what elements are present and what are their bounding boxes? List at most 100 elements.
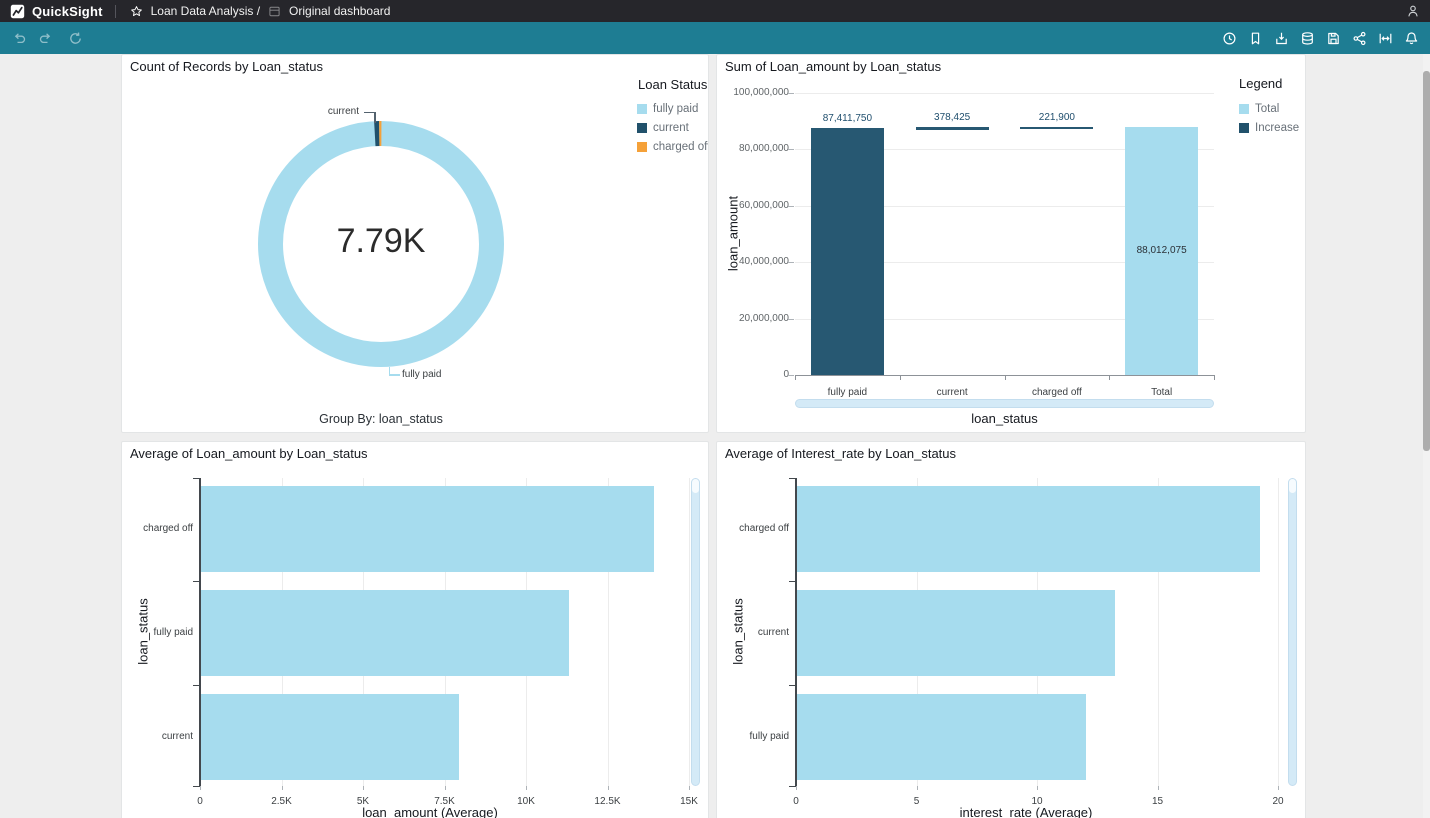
x-axis-tick-label: 10 — [1031, 796, 1043, 807]
x-axis-tick — [796, 786, 797, 790]
gridline — [795, 93, 1214, 94]
vertical-scrollbar-thumb[interactable] — [692, 479, 699, 493]
x-axis-tick — [1278, 786, 1279, 790]
y-axis-tick — [788, 93, 794, 94]
y-axis-category-label: fully paid — [153, 627, 193, 638]
y-axis-tick — [193, 581, 200, 582]
bar-charged-off[interactable] — [201, 486, 655, 572]
callout-line-fully-paid-drop — [388, 367, 390, 375]
legend-item-total[interactable]: Total — [1239, 103, 1279, 115]
visual-average-interest-rate: Average of Interest_rate by Loan_status … — [716, 441, 1306, 818]
bar-fully-paid[interactable] — [201, 590, 570, 676]
favorite-star-icon[interactable] — [130, 5, 143, 18]
dataset-icon[interactable] — [1298, 29, 1316, 47]
y-axis-tick — [788, 149, 794, 151]
x-axis-tick — [899, 375, 901, 380]
redo-icon[interactable] — [36, 29, 54, 47]
breadcrumb-dashboard[interactable]: Original dashboard — [289, 4, 391, 18]
y-axis-tick-label: 100,000,000 — [733, 87, 789, 98]
legend-item-increase[interactable]: Increase — [1239, 122, 1299, 134]
legend-swatch — [637, 123, 647, 133]
x-axis-tick-label: 20 — [1272, 796, 1284, 807]
top-navbar: QuickSight Loan Data Analysis / Original… — [0, 0, 1430, 22]
fit-width-icon[interactable] — [1376, 29, 1394, 47]
quicksight-logo-icon[interactable] — [10, 4, 25, 19]
navbar-divider — [114, 4, 116, 18]
y-axis-tick-label: 60,000,000 — [738, 199, 789, 211]
y-axis-category-label: current — [161, 731, 193, 742]
x-axis-tick-label: 12.5K — [594, 796, 621, 807]
chart-title: Average of Loan_amount by Loan_status — [130, 446, 368, 461]
legend-item-current[interactable]: current — [637, 122, 689, 134]
waterfall-bar-Total[interactable] — [1125, 126, 1199, 375]
x-axis-title: interest_rate (Average) — [959, 805, 1093, 818]
visual-sum-of-loan-amount: Sum of Loan_amount by Loan_status loan_a… — [716, 54, 1306, 433]
gridline — [689, 478, 690, 786]
x-axis-tick-label: 2.5K — [271, 796, 292, 807]
legend-swatch — [637, 142, 647, 152]
x-axis-tick — [1037, 786, 1038, 790]
y-axis-tick — [788, 318, 794, 320]
bar-fully-paid[interactable] — [797, 694, 1087, 780]
waterfall-bar-fully-paid[interactable] — [810, 128, 884, 375]
chart-title: Average of Interest_rate by Loan_status — [725, 446, 957, 461]
x-axis-title: loan_amount (Average) — [362, 805, 498, 818]
gridline — [795, 205, 1214, 207]
y-axis-tick — [789, 478, 796, 479]
x-axis-tick-label: 7.5K — [434, 796, 455, 807]
y-axis-title: loan_amount — [725, 195, 741, 272]
undo-icon[interactable] — [10, 29, 28, 47]
page-scrollbar — [1423, 54, 1430, 818]
y-axis-tick — [789, 786, 796, 787]
gridline — [795, 318, 1214, 320]
bookmark-icon[interactable] — [1246, 29, 1264, 47]
x-axis-tick — [689, 786, 690, 790]
page-scrollbar-thumb[interactable] — [1423, 71, 1430, 451]
waterfall-bar-charged-off[interactable] — [1020, 126, 1094, 130]
x-axis-category-label: charged off — [1031, 387, 1082, 398]
callout-line-current-drop — [374, 111, 376, 123]
notifications-icon[interactable] — [1402, 29, 1420, 47]
bar-current[interactable] — [797, 590, 1116, 676]
gridline — [795, 149, 1214, 151]
bar-current[interactable] — [201, 694, 459, 780]
dashboard-toolbar — [0, 22, 1430, 54]
chart-title: Sum of Loan_amount by Loan_status — [725, 59, 942, 74]
legend-item-charged-off[interactable]: charged off — [637, 141, 708, 153]
x-axis-tick — [795, 375, 796, 380]
x-axis-tick-label: 15 — [1151, 796, 1164, 807]
x-axis-category-label: fully paid — [827, 387, 868, 398]
x-axis-tick — [200, 786, 201, 790]
vertical-scrollbar-thumb[interactable] — [1289, 479, 1296, 493]
x-axis-tick — [1157, 786, 1159, 790]
y-axis-category-label: fully paid — [749, 731, 789, 742]
breadcrumb-analysis[interactable]: Loan Data Analysis / — [150, 4, 261, 18]
legend-label: fully paid — [653, 103, 699, 115]
share-icon[interactable] — [1350, 29, 1368, 47]
legend-item-fully-paid[interactable]: fully paid — [637, 103, 698, 115]
dashboard-canvas: Count of Records by Loan_status 7.79K cu… — [0, 54, 1430, 818]
waterfall-bar-current[interactable] — [915, 127, 989, 130]
y-axis-tick — [788, 375, 794, 376]
x-axis-tick-label: 5 — [913, 796, 920, 807]
legend-swatch — [1239, 123, 1249, 133]
bar-charged-off[interactable] — [797, 486, 1260, 572]
y-axis-tick — [788, 262, 794, 264]
donut-callout-current: current — [327, 106, 359, 117]
y-axis-tick — [193, 786, 200, 787]
x-axis-tick — [1109, 375, 1111, 380]
gridline — [1157, 478, 1159, 786]
y-axis-tick — [788, 205, 794, 207]
schedule-icon[interactable] — [1220, 29, 1238, 47]
x-axis-category-label: Total — [1151, 387, 1173, 398]
save-icon[interactable] — [1324, 29, 1342, 47]
user-profile-icon[interactable] — [1406, 4, 1420, 18]
legend-swatch — [637, 104, 647, 114]
reset-icon[interactable] — [66, 29, 84, 47]
legend-title: Loan Status — [638, 77, 708, 92]
vertical-scrollbar[interactable] — [1288, 478, 1297, 786]
export-icon[interactable] — [1272, 29, 1290, 47]
x-axis-tick-label: 0 — [197, 796, 203, 807]
horizontal-scrollbar[interactable] — [795, 399, 1214, 408]
vertical-scrollbar[interactable] — [691, 478, 700, 786]
